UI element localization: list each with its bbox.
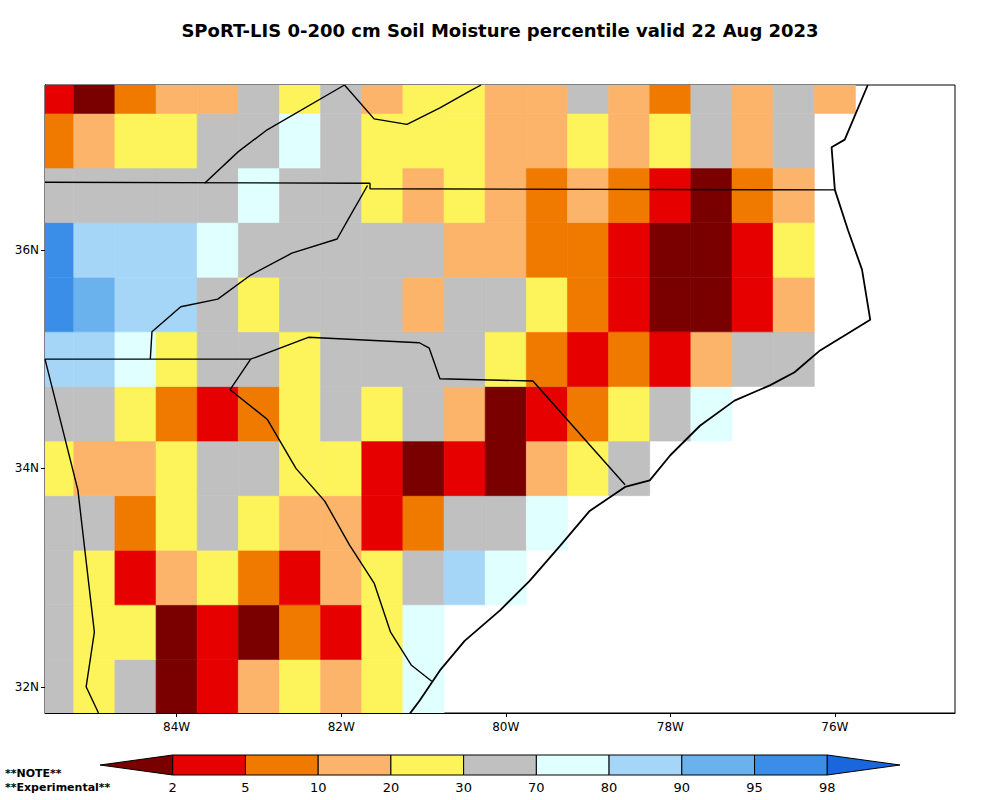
svg-text:30: 30 — [455, 780, 472, 795]
svg-text:80: 80 — [601, 780, 618, 795]
svg-text:34N: 34N — [15, 461, 39, 475]
svg-text:70: 70 — [528, 780, 545, 795]
svg-text:76W: 76W — [821, 720, 848, 734]
svg-text:82W: 82W — [328, 720, 355, 734]
svg-text:2: 2 — [169, 780, 177, 795]
svg-text:98: 98 — [819, 780, 836, 795]
svg-text:**NOTE**: **NOTE** — [5, 767, 62, 780]
svg-text:84W: 84W — [163, 720, 190, 734]
svg-text:80W: 80W — [492, 720, 519, 734]
svg-text:78W: 78W — [657, 720, 684, 734]
svg-text:10: 10 — [310, 780, 327, 795]
svg-text:95: 95 — [746, 780, 763, 795]
svg-text:5: 5 — [241, 780, 249, 795]
svg-text:36N: 36N — [15, 243, 39, 257]
svg-text:32N: 32N — [15, 680, 39, 694]
svg-text:20: 20 — [383, 780, 400, 795]
svg-text:SPoRT-LIS 0-200 cm Soil Moistu: SPoRT-LIS 0-200 cm Soil Moisture percent… — [181, 20, 818, 41]
svg-text:90: 90 — [674, 780, 691, 795]
svg-text:**Experimental**: **Experimental** — [5, 781, 111, 794]
